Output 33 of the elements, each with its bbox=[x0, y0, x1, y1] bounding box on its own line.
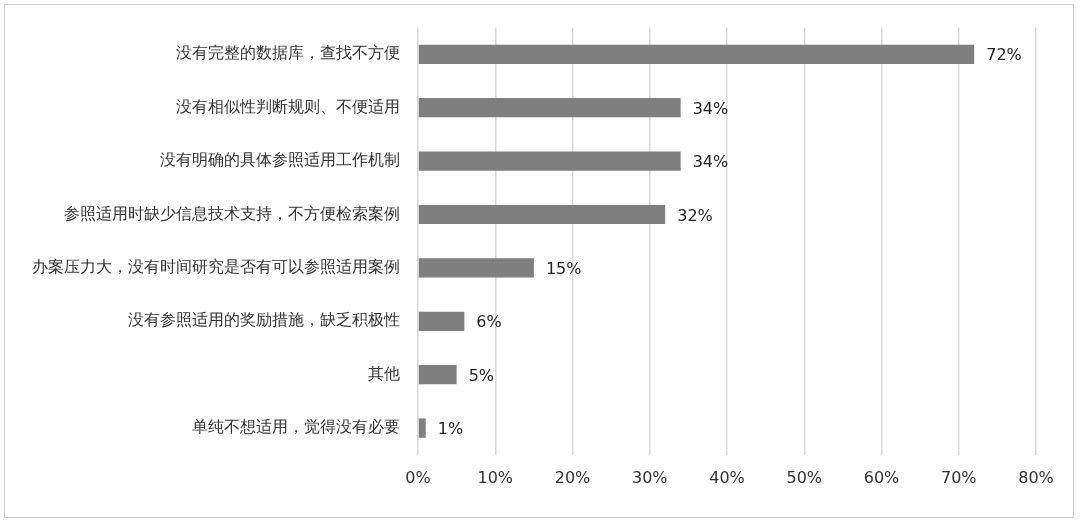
y-tick-label: 其他 bbox=[368, 363, 400, 383]
y-tick-label: 参照适用时缺少信息技术支持，不方便检索案例 bbox=[64, 203, 400, 223]
bar bbox=[418, 311, 465, 331]
data-label: 5% bbox=[468, 365, 495, 385]
bar bbox=[418, 204, 666, 225]
x-tick-label: 80% bbox=[1018, 467, 1054, 487]
data-label: 72% bbox=[986, 45, 1022, 65]
x-tick-label: 50% bbox=[786, 467, 823, 487]
bar bbox=[418, 151, 681, 171]
y-tick-label: 没有参照适用的奖励措施，缺乏积极性 bbox=[128, 310, 400, 330]
y-tick-label: 没有明确的具体参照适用工作机制 bbox=[160, 150, 400, 170]
x-tick-label: 70% bbox=[940, 467, 977, 487]
bar bbox=[418, 365, 457, 385]
data-label: 15% bbox=[545, 259, 582, 279]
bar bbox=[418, 418, 426, 438]
y-tick-label: 没有相似性判断规则、不便适用 bbox=[176, 96, 400, 116]
y-tick-label: 单纯不想适用，觉得没有必要 bbox=[192, 417, 400, 437]
y-tick-label: 没有完整的数据库，查找不方便 bbox=[176, 43, 400, 63]
x-tick-label: 60% bbox=[863, 467, 900, 487]
x-tick-label: 20% bbox=[554, 467, 591, 487]
bar bbox=[418, 258, 534, 278]
data-label: 6% bbox=[476, 312, 502, 332]
bar bbox=[418, 98, 681, 118]
x-tick-label: 30% bbox=[631, 467, 668, 487]
x-tick-label: 10% bbox=[477, 467, 514, 487]
bar bbox=[418, 44, 975, 64]
y-tick-label: 办案压力大，没有时间研究是否有可以参照适用案例 bbox=[32, 257, 400, 277]
data-label: 1% bbox=[437, 419, 464, 439]
x-tick-label: 0% bbox=[405, 467, 431, 487]
data-label: 34% bbox=[692, 152, 729, 172]
x-tick-label: 40% bbox=[709, 467, 745, 487]
data-label: 34% bbox=[692, 98, 729, 118]
data-label: 32% bbox=[677, 205, 713, 225]
